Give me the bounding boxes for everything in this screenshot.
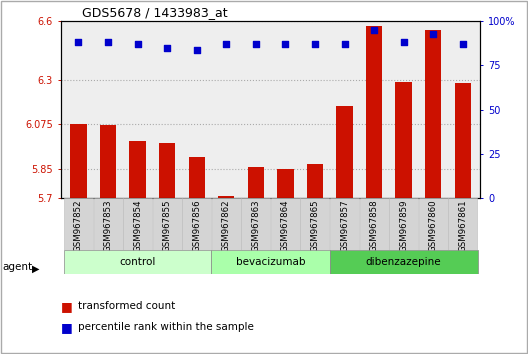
Bar: [330, 198, 359, 250]
Bar: [300, 198, 329, 250]
Text: GSM967856: GSM967856: [192, 200, 201, 252]
Bar: [70, 125, 87, 198]
Point: [429, 31, 437, 36]
Point: [399, 40, 408, 45]
Point: [340, 41, 348, 47]
Text: GSM967864: GSM967864: [281, 200, 290, 252]
Point: [370, 27, 378, 33]
Bar: [218, 196, 234, 198]
Point: [222, 41, 231, 47]
Bar: [212, 198, 241, 250]
Text: GSM967865: GSM967865: [310, 200, 319, 252]
Bar: [395, 82, 412, 198]
Point: [193, 47, 201, 52]
Bar: [241, 198, 270, 250]
Bar: [129, 141, 146, 198]
Text: GSM967853: GSM967853: [103, 200, 112, 252]
Text: GSM967857: GSM967857: [340, 200, 349, 252]
Text: percentile rank within the sample: percentile rank within the sample: [78, 322, 254, 332]
Bar: [153, 198, 182, 250]
Bar: [389, 198, 418, 250]
Point: [134, 41, 142, 47]
Bar: [64, 198, 93, 250]
Text: GDS5678 / 1433983_at: GDS5678 / 1433983_at: [82, 6, 228, 19]
Bar: [277, 169, 294, 198]
Text: dibenzazepine: dibenzazepine: [366, 257, 441, 267]
Bar: [419, 198, 448, 250]
Bar: [455, 83, 471, 198]
Text: GSM967861: GSM967861: [458, 200, 467, 252]
Bar: [100, 125, 116, 198]
Bar: [425, 30, 441, 198]
Text: GSM967852: GSM967852: [74, 200, 83, 252]
Bar: [336, 106, 353, 198]
Text: GSM967855: GSM967855: [163, 200, 172, 252]
Bar: [307, 164, 323, 198]
Bar: [159, 143, 175, 198]
Bar: [93, 198, 122, 250]
Bar: [329, 250, 477, 274]
Text: GSM967863: GSM967863: [251, 200, 260, 252]
Bar: [360, 198, 389, 250]
Point: [252, 41, 260, 47]
Point: [74, 40, 83, 45]
Point: [281, 41, 289, 47]
Point: [458, 41, 467, 47]
Bar: [188, 157, 205, 198]
Point: [163, 45, 172, 51]
Bar: [182, 198, 211, 250]
Text: GSM967859: GSM967859: [399, 200, 408, 252]
Text: GSM967858: GSM967858: [370, 200, 379, 252]
Point: [310, 41, 319, 47]
Text: agent: agent: [3, 262, 33, 272]
Text: GSM967854: GSM967854: [133, 200, 142, 252]
Bar: [123, 198, 152, 250]
Text: GSM967862: GSM967862: [222, 200, 231, 252]
Text: ■: ■: [61, 321, 72, 334]
Bar: [248, 167, 264, 198]
Bar: [64, 250, 212, 274]
Bar: [212, 250, 329, 274]
Text: transformed count: transformed count: [78, 301, 175, 311]
Text: GSM967860: GSM967860: [429, 200, 438, 252]
Text: control: control: [119, 257, 156, 267]
Text: ▶: ▶: [32, 264, 40, 274]
Bar: [366, 26, 382, 198]
Bar: [271, 198, 300, 250]
Bar: [448, 198, 477, 250]
Text: ■: ■: [61, 300, 72, 313]
Text: bevacizumab: bevacizumab: [236, 257, 305, 267]
Point: [104, 40, 112, 45]
